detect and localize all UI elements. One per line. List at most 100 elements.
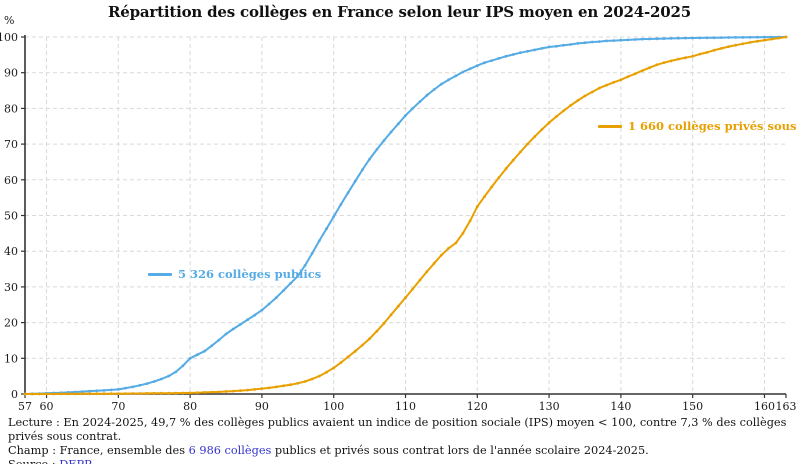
series-marker-publics (174, 370, 178, 374)
series-marker-prives (231, 389, 235, 393)
champ-link[interactable]: 6 986 collèges (188, 444, 272, 457)
series-marker-prives (52, 392, 56, 396)
series-marker-prives (576, 99, 580, 102)
series-marker-publics (554, 44, 558, 48)
series-marker-prives (353, 349, 357, 353)
series-marker-publics (195, 353, 199, 357)
chart-title: Répartition des collèges en France selon… (108, 3, 691, 21)
series-marker-prives (152, 391, 156, 395)
y-tick-label: 90 (4, 67, 18, 80)
series-marker-prives (526, 142, 529, 146)
y-tick-label: 50 (4, 210, 18, 223)
series-marker-prives (720, 47, 723, 50)
x-tick-label: 60 (40, 400, 54, 412)
legend-publics: 5 326 collèges publics (148, 267, 321, 281)
series-marker-publics (224, 332, 228, 336)
series-marker-prives (626, 75, 630, 78)
series-marker-prives (763, 38, 766, 42)
x-tick-label: 163 (776, 400, 797, 412)
series-marker-publics (382, 139, 386, 142)
series-marker-prives (734, 43, 738, 47)
series-marker-publics (310, 251, 314, 255)
series-marker-prives (705, 51, 709, 54)
series-marker-publics (131, 385, 135, 389)
series-marker-publics (231, 327, 235, 331)
series-marker-publics (124, 386, 127, 390)
series-marker-publics (353, 179, 357, 183)
series-marker-prives (648, 66, 651, 70)
x-tick-label: 57 (18, 400, 32, 412)
series-marker-prives (662, 61, 666, 65)
series-marker-publics (526, 49, 529, 53)
series-marker-publics (447, 78, 450, 82)
series-marker-publics (734, 36, 738, 39)
series-marker-publics (748, 35, 752, 39)
series-marker-prives (633, 72, 637, 76)
series-marker-publics (296, 274, 300, 278)
series-marker-publics (109, 388, 113, 392)
series-marker-publics (533, 48, 537, 52)
series-marker-prives (411, 287, 415, 291)
y-tick-label: 30 (4, 281, 18, 294)
series-marker-publics (332, 215, 336, 219)
champ-prefix: Champ : France, ensemble des (8, 444, 189, 457)
series-marker-prives (224, 390, 228, 393)
series-marker-publics (540, 47, 544, 50)
series-marker-prives (612, 80, 616, 84)
series-marker-prives (755, 39, 759, 43)
series-marker-prives (511, 158, 515, 162)
series-marker-prives (777, 36, 781, 40)
series-marker-publics (389, 130, 393, 134)
series-marker-publics (404, 114, 407, 117)
chart-footnotes: Lecture : En 2024-2025, 49,7 % des collè… (8, 416, 796, 464)
series-marker-prives (619, 78, 623, 82)
series-marker-prives (274, 385, 278, 389)
series-marker-publics (454, 74, 458, 78)
series-marker-publics (339, 203, 343, 206)
y-tick-label: 80 (4, 102, 18, 115)
series-marker-publics (691, 36, 695, 40)
series-marker-prives (368, 337, 371, 341)
series-marker-prives (712, 48, 716, 52)
series-marker-prives (727, 45, 730, 48)
series-marker-prives (332, 366, 336, 370)
series-marker-prives (81, 392, 84, 396)
series-marker-prives (497, 176, 501, 180)
series-marker-publics (188, 356, 192, 360)
y-tick-label: 0 (11, 388, 18, 401)
y-tick-label: 70 (4, 138, 18, 151)
series-marker-prives (116, 392, 120, 395)
series-marker-prives (145, 392, 149, 395)
series-marker-prives (519, 150, 522, 154)
y-axis-unit-label: % (4, 14, 14, 27)
series-marker-publics (217, 338, 221, 342)
series-marker-publics (246, 318, 250, 322)
series-marker-prives (88, 392, 91, 396)
series-marker-prives (483, 195, 486, 199)
series-marker-prives (73, 392, 77, 396)
series-marker-publics (361, 168, 364, 172)
y-tick-label: 60 (4, 174, 18, 187)
series-marker-publics (720, 36, 723, 39)
series-marker-prives (590, 90, 594, 94)
series-marker-publics (669, 37, 673, 40)
series-marker-prives (217, 390, 221, 394)
series-marker-prives (454, 241, 458, 245)
series-marker-prives (569, 104, 572, 107)
x-tick-label: 90 (255, 400, 269, 412)
series-marker-publics (253, 313, 257, 317)
series-marker-publics (317, 239, 321, 243)
series-marker-prives (748, 41, 752, 44)
series-marker-publics (461, 70, 465, 74)
legend-prives-line-swatch (598, 124, 622, 128)
series-marker-publics (468, 67, 472, 71)
series-marker-prives (562, 109, 565, 113)
series-marker-publics (576, 42, 580, 45)
source-link[interactable]: DEPP (59, 458, 89, 464)
series-marker-prives (59, 392, 63, 396)
series-marker-publics (210, 344, 214, 348)
series-marker-prives (239, 389, 242, 392)
x-tick-label: 110 (395, 400, 416, 412)
series-marker-prives (181, 391, 185, 395)
series-marker-publics (770, 35, 773, 39)
